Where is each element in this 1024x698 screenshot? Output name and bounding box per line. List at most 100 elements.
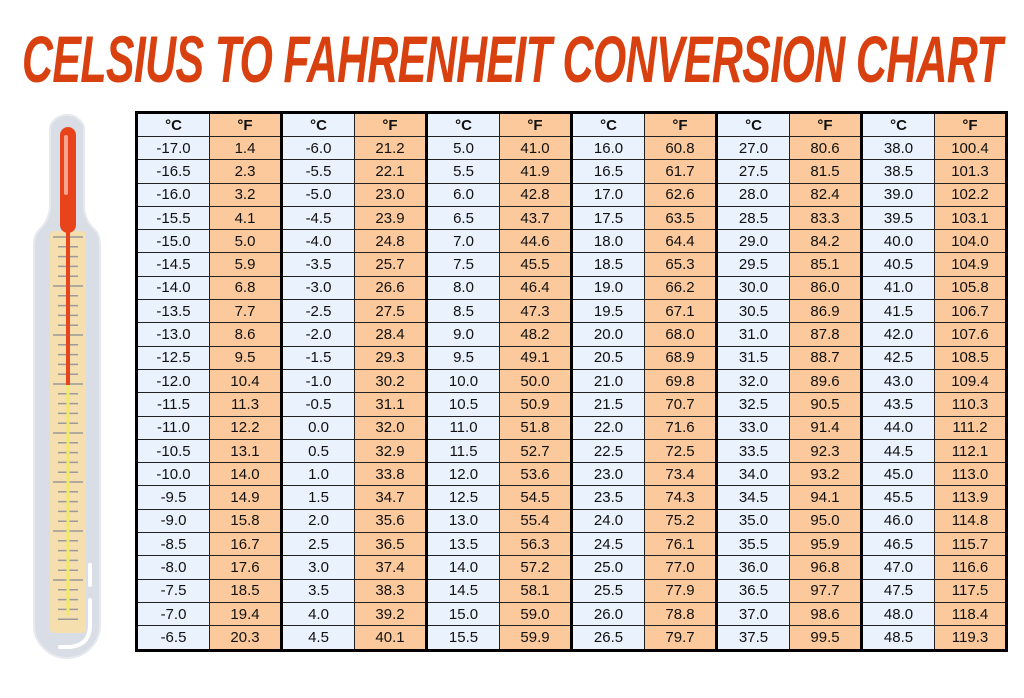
fahrenheit-cell: 14.0 <box>209 462 283 487</box>
fahrenheit-cell: 40.1 <box>354 625 428 651</box>
fahrenheit-cell: 92.3 <box>789 438 863 464</box>
fahrenheit-cell: 65.3 <box>644 252 718 277</box>
table-row: -11.5 11.3 -0.5 31.1 10.5 50.9 21.5 70.7 32.5 90.… <box>136 392 1007 417</box>
celsius-cell: 41.5 <box>861 299 935 324</box>
table-row: -8.5 16.7 2.5 36.5 13.5 56.3 24.5 76.1 35.5 95.9 4… <box>136 532 1007 557</box>
celsius-header: °C <box>426 112 500 137</box>
celsius-cell: 43.5 <box>861 392 935 417</box>
fahrenheit-cell: 82.4 <box>789 182 863 207</box>
celsius-cell: 17.5 <box>571 205 645 231</box>
celsius-cell: 4.5 <box>281 625 355 651</box>
celsius-cell: 17.0 <box>571 182 645 207</box>
fahrenheit-cell: 19.4 <box>209 601 283 627</box>
celsius-cell: 12.0 <box>426 462 500 487</box>
celsius-cell: 25.5 <box>571 578 645 603</box>
table-row: -14.0 6.8 -3.0 26.6 8.0 46.4 19.0 66.2 30.0 86.0 4… <box>136 275 1007 301</box>
celsius-cell: -16.5 <box>136 159 210 184</box>
fahrenheit-cell: 50.0 <box>499 368 573 394</box>
celsius-cell: -5.0 <box>281 182 355 207</box>
celsius-cell: -2.0 <box>281 322 355 347</box>
celsius-cell: 24.0 <box>571 508 645 534</box>
celsius-cell: -3.5 <box>281 252 355 277</box>
celsius-cell: 30.0 <box>716 275 790 301</box>
celsius-cell: 26.0 <box>571 601 645 627</box>
fahrenheit-cell: 49.1 <box>499 345 573 370</box>
celsius-cell: 30.5 <box>716 299 790 324</box>
fahrenheit-cell: 83.3 <box>789 205 863 231</box>
fahrenheit-cell: 25.7 <box>354 252 428 277</box>
celsius-cell: 44.0 <box>861 415 935 440</box>
celsius-cell: 1.0 <box>281 462 355 487</box>
celsius-cell: 48.5 <box>861 625 935 651</box>
celsius-cell: 5.0 <box>426 135 500 161</box>
celsius-cell: 13.5 <box>426 532 500 557</box>
celsius-header: °C <box>571 112 645 137</box>
celsius-cell: 42.5 <box>861 345 935 370</box>
celsius-cell: 12.5 <box>426 485 500 510</box>
fahrenheit-header: °F <box>644 112 718 137</box>
fahrenheit-cell: 8.6 <box>209 322 283 347</box>
fahrenheit-cell: 16.7 <box>209 532 283 557</box>
celsius-cell: 10.0 <box>426 368 500 394</box>
table-row: -7.5 18.5 3.5 38.3 14.5 58.1 25.5 77.9 36.5 97.7 4… <box>136 578 1007 603</box>
fahrenheit-cell: 50.9 <box>499 392 573 417</box>
table-row: -11.0 12.2 0.0 32.0 11.0 51.8 22.0 71.6 33.0 91.4… <box>136 415 1007 440</box>
fahrenheit-cell: 59.9 <box>499 625 573 651</box>
fahrenheit-cell: 118.4 <box>934 601 1007 627</box>
fahrenheit-cell: 7.7 <box>209 299 283 324</box>
celsius-cell: 40.0 <box>861 229 935 254</box>
fahrenheit-cell: 54.5 <box>499 485 573 510</box>
celsius-cell: 7.0 <box>426 229 500 254</box>
celsius-cell: 11.0 <box>426 415 500 440</box>
fahrenheit-cell: 1.4 <box>209 135 283 161</box>
celsius-cell: 8.5 <box>426 299 500 324</box>
celsius-cell: 35.5 <box>716 532 790 557</box>
celsius-cell: 36.5 <box>716 578 790 603</box>
fahrenheit-cell: 116.6 <box>934 555 1007 580</box>
celsius-cell: 9.0 <box>426 322 500 347</box>
celsius-cell: 3.5 <box>281 578 355 603</box>
celsius-cell: 21.0 <box>571 368 645 394</box>
celsius-cell: -10.0 <box>136 462 210 487</box>
celsius-cell: 34.5 <box>716 485 790 510</box>
fahrenheit-cell: 71.6 <box>644 415 718 440</box>
fahrenheit-header: °F <box>499 112 573 137</box>
celsius-cell: 38.5 <box>861 159 935 184</box>
fahrenheit-cell: 77.9 <box>644 578 718 603</box>
celsius-cell: -12.0 <box>136 368 210 394</box>
table-row: -6.5 20.3 4.5 40.1 15.5 59.9 26.5 79.7 37.5 99.5 4… <box>136 625 1007 651</box>
celsius-cell: 6.0 <box>426 182 500 207</box>
fahrenheit-cell: 12.2 <box>209 415 283 440</box>
fahrenheit-cell: 53.6 <box>499 462 573 487</box>
fahrenheit-header: °F <box>209 112 283 137</box>
fahrenheit-cell: 86.0 <box>789 275 863 301</box>
celsius-cell: 7.5 <box>426 252 500 277</box>
celsius-cell: -9.5 <box>136 485 210 510</box>
fahrenheit-cell: 86.9 <box>789 299 863 324</box>
fahrenheit-cell: 106.7 <box>934 299 1007 324</box>
fahrenheit-cell: 38.3 <box>354 578 428 603</box>
fahrenheit-cell: 95.9 <box>789 532 863 557</box>
fahrenheit-cell: 108.5 <box>934 345 1007 370</box>
fahrenheit-header: °F <box>789 112 863 137</box>
table-row: -15.0 5.0 -4.0 24.8 7.0 44.6 18.0 64.4 29.0 84.2 4… <box>136 229 1007 254</box>
fahrenheit-cell: 5.0 <box>209 229 283 254</box>
celsius-cell: 42.0 <box>861 322 935 347</box>
celsius-cell: 1.5 <box>281 485 355 510</box>
celsius-cell: 37.5 <box>716 625 790 651</box>
celsius-cell: 16.5 <box>571 159 645 184</box>
celsius-cell: 16.0 <box>571 135 645 161</box>
fahrenheit-cell: 100.4 <box>934 135 1007 161</box>
fahrenheit-header: °F <box>354 112 428 137</box>
fahrenheit-cell: 104.0 <box>934 229 1007 254</box>
fahrenheit-cell: 73.4 <box>644 462 718 487</box>
fahrenheit-cell: 94.1 <box>789 485 863 510</box>
fahrenheit-cell: 84.2 <box>789 229 863 254</box>
table-row: -17.0 1.4 -6.0 21.2 5.0 41.0 16.0 60.8 27.0 80.6 3… <box>136 135 1007 161</box>
fahrenheit-cell: 14.9 <box>209 485 283 510</box>
fahrenheit-cell: 77.0 <box>644 555 718 580</box>
celsius-cell: -15.0 <box>136 229 210 254</box>
table-row: -13.0 8.6 -2.0 28.4 9.0 48.2 20.0 68.0 31.0 87.8 4… <box>136 322 1007 347</box>
celsius-cell: 3.0 <box>281 555 355 580</box>
celsius-cell: 25.0 <box>571 555 645 580</box>
